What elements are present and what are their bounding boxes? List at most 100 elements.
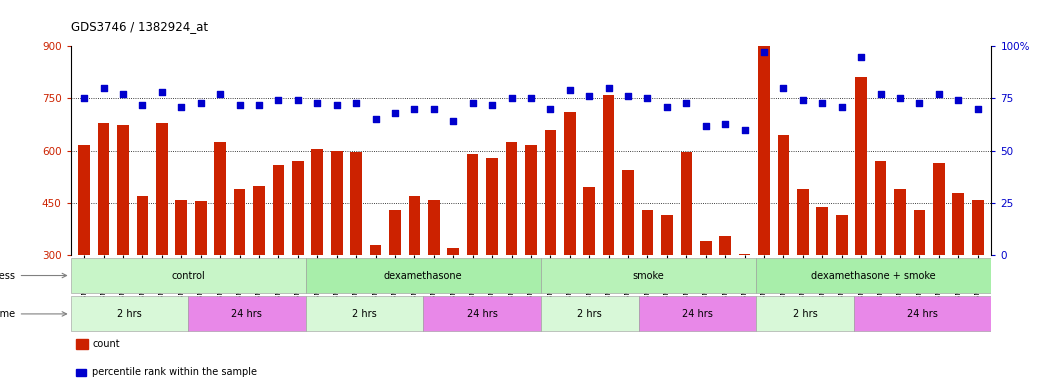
Text: 2 hrs: 2 hrs (352, 309, 377, 319)
Point (309, 99, 326, 106)
Bar (933, 163, 945, 255)
Bar (234, 189, 245, 255)
Bar (71, 258, 305, 293)
Text: 2 hrs: 2 hrs (117, 309, 142, 319)
Point (192, 99, 209, 106)
Point (134, 102, 151, 108)
Text: time: time (0, 309, 66, 319)
Bar (424, 296, 541, 331)
Bar (447, 248, 459, 255)
Bar (350, 152, 362, 255)
Point (212, 91, 228, 97)
Bar (583, 187, 595, 255)
Bar (370, 245, 381, 255)
Text: 24 hrs: 24 hrs (231, 309, 263, 319)
Bar (700, 242, 712, 255)
Bar (428, 200, 440, 255)
Bar (777, 135, 789, 255)
Bar (311, 149, 323, 255)
Bar (622, 170, 634, 255)
Bar (273, 165, 284, 255)
Point (717, 121, 734, 127)
Point (426, 106, 442, 112)
Point (620, 93, 636, 99)
Bar (758, 41, 770, 255)
Point (969, 106, 986, 112)
Bar (681, 152, 692, 255)
Bar (875, 161, 886, 255)
Bar (953, 192, 964, 255)
Bar (78, 146, 90, 255)
Bar (797, 189, 809, 255)
Text: smoke: smoke (632, 270, 664, 281)
Bar (854, 296, 991, 331)
Text: dexamethasone + smoke: dexamethasone + smoke (812, 270, 936, 281)
Bar (817, 207, 828, 255)
Point (231, 102, 248, 108)
Bar (757, 258, 991, 293)
Bar (525, 146, 537, 255)
Point (814, 99, 830, 106)
Point (154, 89, 170, 95)
Point (95, 85, 112, 91)
Point (76, 95, 92, 101)
Text: control: control (171, 270, 204, 281)
Bar (71, 296, 188, 331)
Point (892, 95, 908, 101)
Bar (188, 296, 305, 331)
Point (794, 98, 811, 104)
Text: 2 hrs: 2 hrs (577, 309, 602, 319)
Point (270, 98, 286, 104)
Point (639, 95, 656, 101)
Point (348, 99, 364, 106)
Point (464, 99, 481, 106)
Point (367, 116, 384, 122)
Point (290, 98, 306, 104)
Bar (409, 196, 420, 255)
Point (950, 98, 966, 104)
Point (872, 91, 889, 97)
Bar (661, 215, 673, 255)
Bar (98, 123, 109, 255)
Bar (156, 123, 168, 255)
Text: 24 hrs: 24 hrs (682, 309, 713, 319)
Bar (541, 296, 638, 331)
Point (678, 99, 694, 106)
Point (658, 104, 675, 110)
Point (406, 106, 422, 112)
Bar (603, 95, 614, 255)
Bar (638, 296, 757, 331)
Point (930, 91, 947, 97)
Bar (253, 185, 265, 255)
Bar (486, 158, 498, 255)
Bar (855, 78, 867, 255)
Point (542, 106, 558, 112)
Bar (214, 142, 226, 255)
Point (853, 53, 870, 60)
Bar (757, 296, 854, 331)
Point (834, 104, 850, 110)
Text: percentile rank within the sample: percentile rank within the sample (92, 367, 257, 377)
Point (775, 85, 792, 91)
Text: 24 hrs: 24 hrs (907, 309, 938, 319)
Point (736, 127, 753, 133)
Bar (117, 124, 129, 255)
Bar (331, 151, 343, 255)
Bar (305, 296, 424, 331)
Bar (836, 215, 848, 255)
Text: 2 hrs: 2 hrs (793, 309, 818, 319)
Point (387, 110, 404, 116)
Text: dexamethasone: dexamethasone (384, 270, 463, 281)
Text: GDS3746 / 1382924_at: GDS3746 / 1382924_at (71, 20, 208, 33)
Bar (305, 258, 541, 293)
Bar (195, 201, 207, 255)
Bar (175, 200, 187, 255)
Bar (641, 210, 653, 255)
Point (251, 102, 268, 108)
Point (698, 122, 714, 129)
Bar (739, 253, 750, 255)
Bar (564, 113, 576, 255)
Point (911, 99, 928, 106)
Point (600, 85, 617, 91)
Bar (137, 196, 148, 255)
